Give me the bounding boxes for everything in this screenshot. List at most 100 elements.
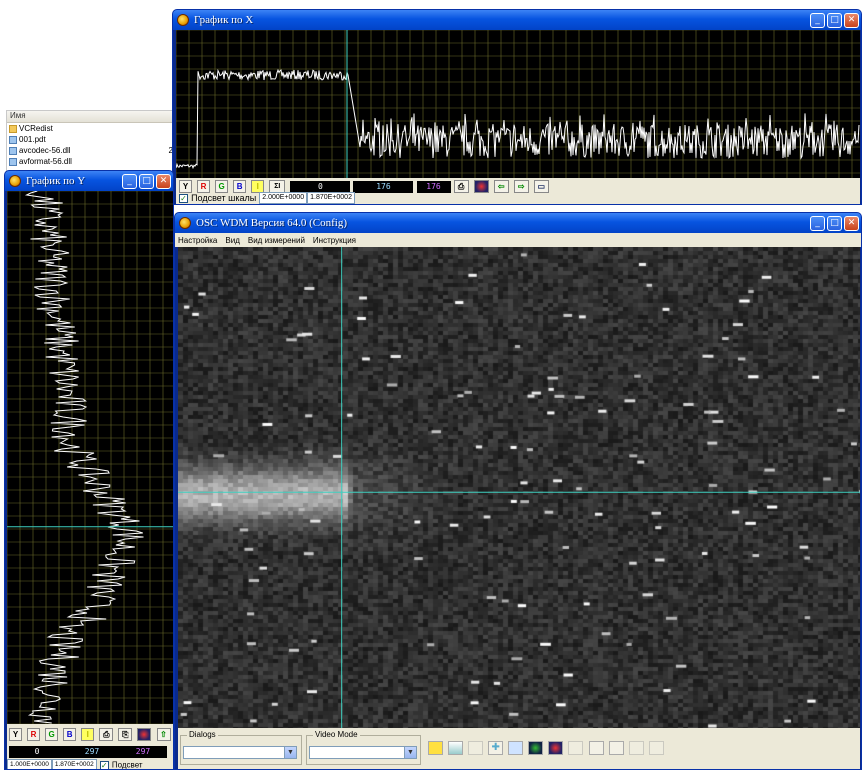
channel-b-button[interactable]: B [63,728,77,741]
record-icon[interactable] [137,728,152,741]
print-preview-icon[interactable] [608,741,624,755]
menu-settings[interactable]: Настройка [178,235,218,245]
arrow-up-icon[interactable]: ⇧ [156,728,171,741]
menu-view[interactable]: Вид [225,235,240,245]
scale-max-field[interactable]: 1.870E+0002 [51,759,97,769]
close-icon[interactable]: ✕ [844,12,859,28]
minimize-icon[interactable]: _ [810,215,825,231]
print-preview-icon[interactable]: ⎘ [118,728,133,741]
channel-g-button[interactable]: G [45,728,59,741]
camera-icon[interactable] [528,741,544,755]
close-icon[interactable]: ✕ [844,215,859,231]
arrow-left-icon[interactable]: ⇦ [493,180,509,193]
minimize-icon[interactable]: _ [122,173,137,189]
main-window: OSC WDM Версия 64.0 (Config) _ □ ✕ Настр… [174,212,862,770]
scale-min-field[interactable]: 1.000E+0000 [7,759,52,769]
channel-y-button[interactable]: Y [179,180,192,193]
app-icon [177,14,189,26]
value-left-readout: 0 [290,180,351,193]
graph-x-svg [175,29,860,178]
graph-x-title: График по X [194,14,254,26]
graph-y-svg [6,190,173,725]
value-right-readout: 297 [119,746,167,759]
video-frame[interactable] [178,247,860,728]
file-row-avcodec[interactable]: avcodec-56.dll 2 [7,145,177,156]
menu-instructions[interactable]: Инструкция [312,235,356,245]
print-icon[interactable]: ⎙ [99,728,114,741]
value-mid-readout: 176 [353,180,414,193]
capture-icon[interactable] [428,741,443,755]
file-row-avformat[interactable]: avformat-56.dll [7,156,177,167]
graph-y-plot[interactable] [6,190,173,725]
scale-highlight-label: Подсвет [111,760,143,770]
close-icon[interactable]: ✕ [156,173,171,189]
video-mode-label: Video Mode [313,730,360,739]
app-icon [9,175,21,187]
main-titlebar[interactable]: OSC WDM Версия 64.0 (Config) _ □ ✕ [175,213,861,233]
graph-y-titlebar[interactable]: График по Y _ □ ✕ [5,171,173,191]
print-icon[interactable] [588,741,604,755]
scale-min-field[interactable]: 2.000E+0000 [259,192,308,204]
maximize-icon[interactable]: □ [827,215,842,231]
maximize-icon[interactable]: □ [139,173,154,189]
window-icon[interactable]: ▭ [533,180,549,193]
scale-highlight-label: Подсвет шкалы [191,193,257,204]
dialogs-select[interactable]: ▼ [183,746,297,759]
value-mid-readout: 297 [65,746,119,759]
menu-measure-view[interactable]: Вид измерений [247,235,305,245]
graph-x-window: График по X _ □ ✕ Y R G B I ΣI 0 176 176… [172,9,862,205]
value-right-readout: 176 [416,180,451,193]
graph-y-window: График по Y _ □ ✕ Y R G B I ⎙ ⎘ ⇧ ⇩ 0297… [4,170,174,770]
graph-x-toolbar: Y R G B I ΣI 0 176 176 ⎙ ⇦ ⇨ ▭ ✓ Подсвет… [176,178,860,204]
channel-r-button[interactable]: R [197,180,211,193]
chevron-down-icon[interactable]: ▼ [404,747,416,758]
minimize-icon[interactable]: _ [810,12,825,28]
channel-b-button[interactable]: B [233,180,247,193]
scale-highlight-checkbox[interactable]: ✓ [99,760,109,770]
print-icon[interactable]: ⎙ [453,180,469,193]
channel-r-button[interactable]: R [27,728,41,741]
video-mode-group: Video Mode ▼ [306,730,421,765]
grid-icon[interactable] [468,741,484,755]
chevron-down-icon[interactable]: ▼ [284,747,296,758]
value-left-readout: 0 [9,746,65,759]
menu-bar: Настройка Вид Вид измерений Инструкция [175,233,861,247]
video-mode-select[interactable]: ▼ [309,746,417,759]
file-row-vcredist[interactable]: VCRedist [7,123,177,134]
scale-highlight-checkbox[interactable]: ✓ [179,193,188,203]
folder-icon [9,124,17,133]
image-icon[interactable] [448,741,464,755]
maximize-icon[interactable]: □ [827,12,842,28]
dialogs-label: Dialogs [187,730,218,739]
channel-i-button[interactable]: I [81,728,95,741]
dialogs-group: Dialogs ▼ [180,730,302,765]
window-icon[interactable] [508,741,524,755]
main-bottom-toolbar: Dialogs ▼ Video Mode ▼ ✚ [178,728,860,769]
crosshair-overlay [178,247,860,728]
graph-x-titlebar[interactable]: График по X _ □ ✕ [173,10,861,30]
video-canvas [178,247,860,728]
scale-max-field[interactable]: 1.870E+0002 [307,192,355,204]
main-title: OSC WDM Версия 64.0 (Config) [196,217,347,229]
file-explorer-fragment: Имя VCRedist 001.pdt avcodec-56.dll 2 avf… [6,110,178,172]
file-icon [9,135,17,144]
channel-y-button[interactable]: Y [9,728,22,741]
disabled-icon[interactable] [568,741,584,755]
graph-y-title: График по Y [26,175,86,187]
file-row-001[interactable]: 001.pdt [7,134,177,145]
channel-g-button[interactable]: G [215,180,229,193]
intensity-trace-x [175,68,860,170]
name-column-header[interactable]: Имя [7,111,177,123]
exit-icon[interactable] [648,741,664,755]
graph-x-plot[interactable] [175,29,860,178]
crosshair-icon[interactable]: ✚ [488,741,504,755]
save-icon[interactable] [628,741,644,755]
channel-i-button[interactable]: I [251,180,265,193]
arrow-right-icon[interactable]: ⇨ [513,180,529,193]
record-icon[interactable] [473,180,489,193]
record-icon[interactable] [548,741,564,755]
dll-icon [9,157,17,166]
app-icon [179,217,191,229]
dll-icon [9,146,17,155]
